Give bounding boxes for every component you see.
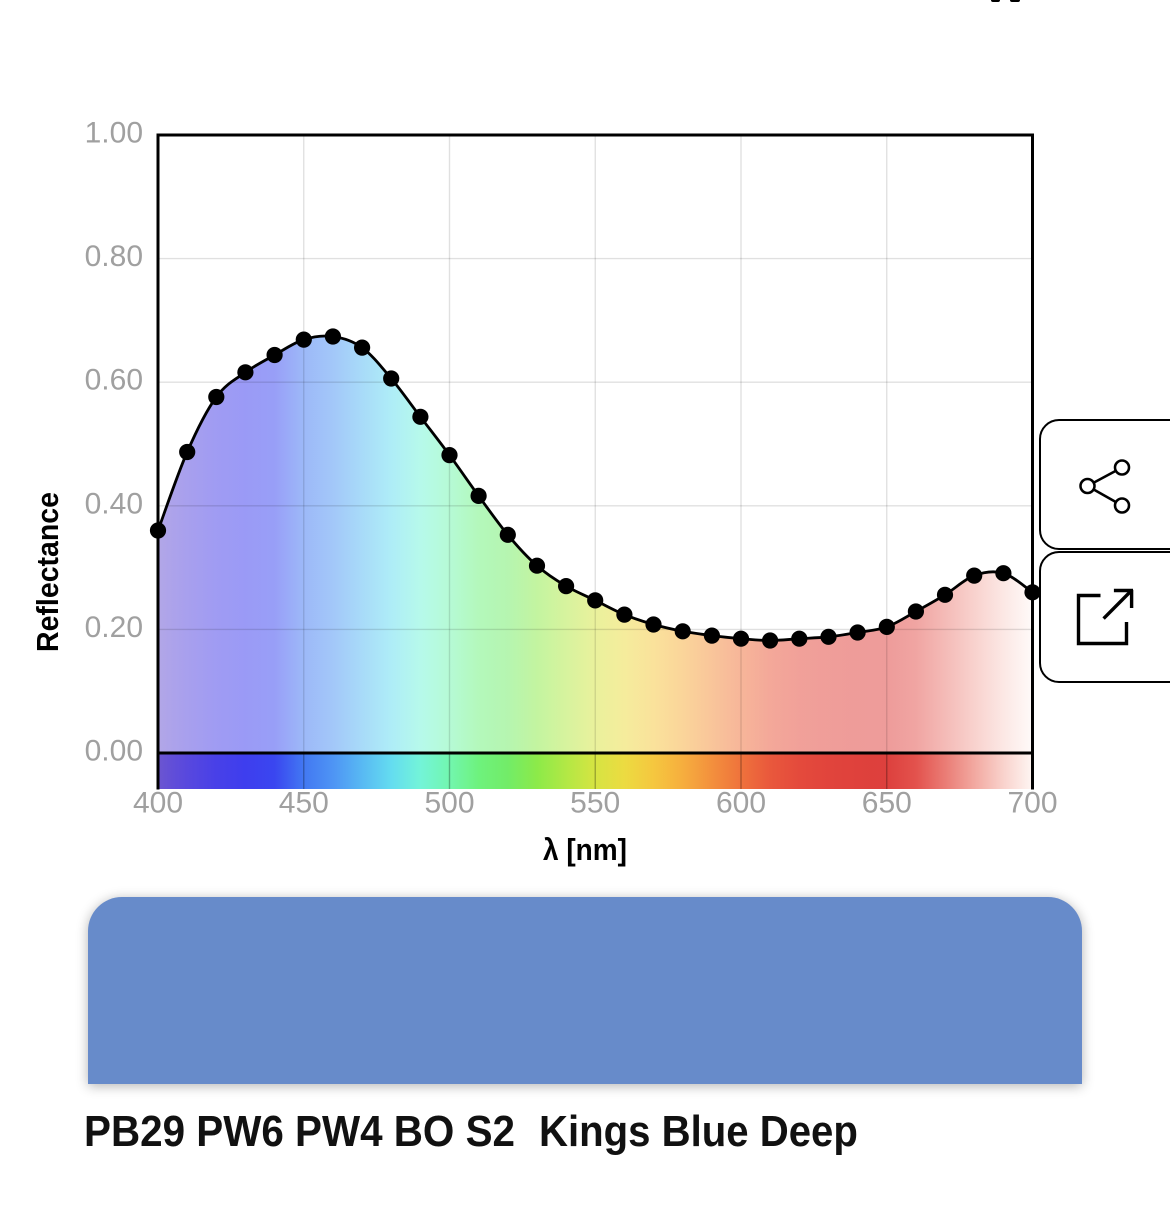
svg-text:650: 650: [862, 787, 912, 820]
svg-text:400: 400: [133, 787, 183, 820]
svg-text:500: 500: [424, 787, 474, 820]
svg-text:0.80: 0.80: [85, 240, 143, 273]
svg-text:0.00: 0.00: [85, 735, 143, 768]
svg-text:700: 700: [1007, 787, 1057, 820]
svg-text:0.40: 0.40: [85, 487, 143, 520]
svg-text:0.60: 0.60: [85, 364, 143, 397]
svg-text:450: 450: [279, 787, 329, 820]
svg-text:550: 550: [570, 787, 620, 820]
svg-text:0.20: 0.20: [85, 611, 143, 644]
svg-text:λ [nm]: λ [nm]: [543, 832, 627, 867]
svg-text:600: 600: [716, 787, 766, 820]
svg-text:Reflectance: Reflectance: [30, 492, 65, 652]
svg-text:1.00: 1.00: [85, 117, 143, 150]
